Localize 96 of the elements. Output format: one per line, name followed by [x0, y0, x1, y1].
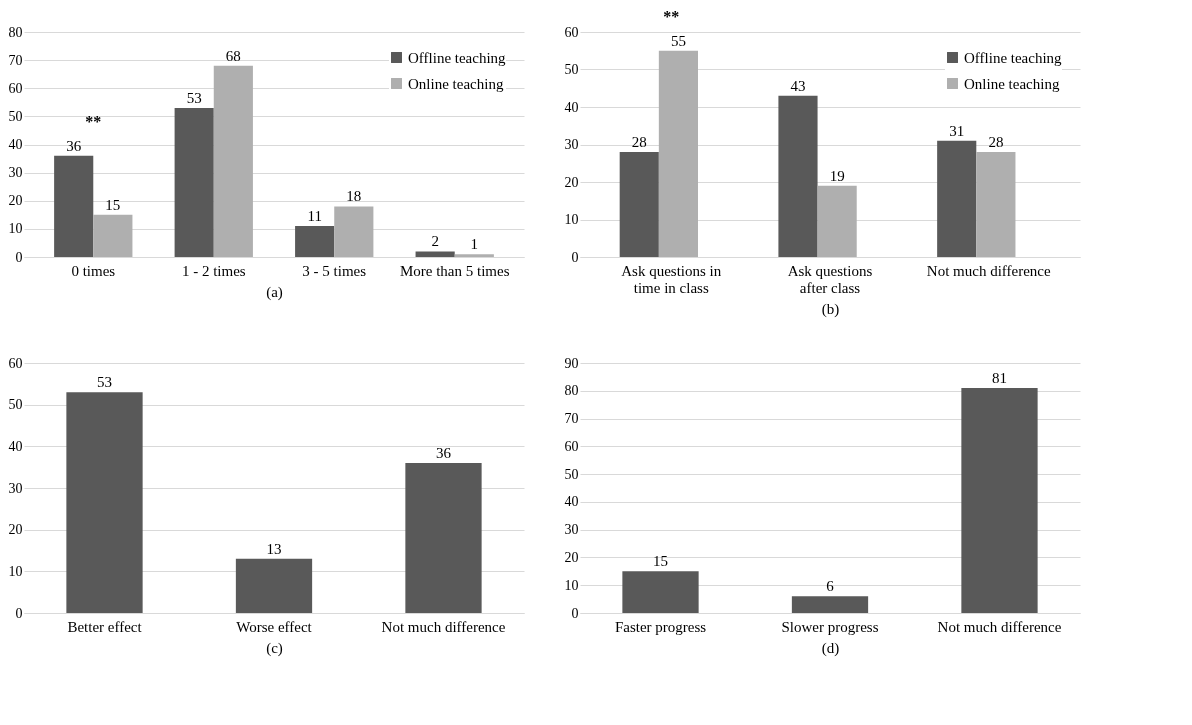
data-label: 15 — [105, 196, 121, 213]
y-tick-label: 10 — [8, 563, 23, 579]
y-tick-label: 20 — [8, 193, 23, 209]
data-label: 19 — [829, 167, 845, 184]
y-tick-label: 60 — [564, 438, 579, 454]
y-tick-label: 30 — [564, 522, 579, 538]
data-label: 36 — [66, 137, 82, 154]
x-tick-label: 0 times — [71, 262, 116, 279]
y-tick-label: 50 — [8, 108, 23, 124]
y-tick-label: 0 — [15, 605, 23, 621]
x-tick-label: More than 5 times — [399, 262, 510, 279]
annotation: ** — [85, 112, 102, 130]
y-tick-label: 80 — [564, 383, 579, 399]
data-label: 28 — [988, 134, 1004, 150]
data-label: 55 — [670, 32, 686, 49]
data-label: 43 — [790, 77, 806, 94]
x-axis-title: (b) — [821, 300, 840, 318]
bar — [454, 254, 494, 257]
y-tick-label: 0 — [15, 249, 23, 265]
data-label: 81 — [991, 370, 1007, 386]
data-label: 18 — [346, 188, 362, 205]
y-tick-label: 30 — [8, 165, 23, 181]
bar — [93, 214, 133, 257]
y-tick-label: 30 — [564, 137, 579, 152]
bar — [937, 140, 977, 257]
y-tick-label: 0 — [571, 605, 579, 621]
y-tick-label: 50 — [8, 397, 23, 413]
x-tick-label: Ask questions after class — [787, 262, 873, 296]
bar — [778, 95, 818, 257]
bar — [961, 388, 1038, 613]
data-label: 68 — [225, 47, 241, 64]
y-tick-label: 20 — [564, 174, 579, 190]
y-tick-label: 40 — [8, 438, 23, 454]
bar — [334, 206, 374, 257]
bar — [295, 226, 335, 257]
bar — [235, 558, 313, 613]
text: ** — [663, 7, 680, 25]
x-axis-title: (d) — [821, 639, 840, 657]
x-tick-label: Faster progress — [614, 618, 707, 635]
y-tick-label: 50 — [564, 62, 579, 77]
bar — [213, 65, 253, 257]
y-tick-label: 40 — [8, 137, 23, 152]
data-label: 11 — [307, 208, 322, 225]
y-tick-label: 10 — [8, 221, 23, 237]
data-label: 28 — [631, 134, 647, 150]
bar — [658, 50, 698, 257]
y-tick-label: 50 — [564, 466, 579, 482]
legend-label: Offline teaching — [408, 49, 507, 66]
bar — [66, 392, 143, 613]
x-tick-label: 1 - 2 times — [181, 262, 246, 279]
x-axis-title: (c) — [266, 639, 283, 657]
y-tick-label: 80 — [8, 24, 23, 40]
bar — [619, 152, 659, 257]
x-axis-title: (a) — [266, 283, 283, 301]
y-tick-label: 30 — [8, 480, 23, 496]
x-tick-label: Slower progress — [781, 618, 879, 635]
data-label: 53 — [97, 374, 113, 391]
y-tick-label: 40 — [564, 494, 579, 510]
data-label: 1 — [470, 236, 479, 253]
y-tick-label: 10 — [564, 212, 579, 227]
bar — [976, 152, 1016, 257]
y-tick-label: 20 — [564, 549, 579, 565]
bar — [54, 155, 94, 257]
y-tick-label: 20 — [8, 522, 23, 538]
bar — [415, 251, 455, 257]
bar — [405, 463, 482, 613]
y-tick-label: 40 — [564, 99, 579, 115]
y-tick-label: 90 — [564, 355, 579, 371]
data-label: 13 — [266, 540, 282, 557]
y-tick-label: 60 — [564, 24, 579, 40]
x-tick-label: Worse effect — [236, 618, 313, 635]
legend-label: Online teaching — [408, 75, 504, 92]
y-tick-label: 70 — [8, 52, 23, 68]
data-label: 15 — [653, 553, 669, 570]
bar — [791, 596, 869, 613]
data-label: 31 — [949, 122, 965, 139]
y-tick-label: 60 — [8, 80, 23, 96]
legend-label: Online teaching — [964, 75, 1060, 92]
x-tick-label: Not much difference — [937, 618, 1062, 635]
data-label: 36 — [435, 445, 452, 461]
x-tick-label: Better effect — [67, 618, 143, 635]
bar — [817, 185, 857, 257]
x-tick-label: 3 - 5 times — [302, 262, 367, 279]
y-tick-label: 10 — [564, 577, 579, 593]
bar — [174, 107, 214, 257]
x-tick-label: Ask questions in time in class — [621, 262, 722, 296]
data-label: 2 — [431, 233, 439, 250]
data-label: 6 — [826, 578, 835, 595]
y-tick-label: 70 — [564, 411, 579, 427]
bar — [622, 571, 699, 613]
y-tick-label: 60 — [8, 355, 23, 371]
y-tick-label: 0 — [571, 249, 579, 265]
x-tick-label: Not much difference — [926, 262, 1051, 279]
data-label: 53 — [186, 89, 202, 106]
legend-label: Offline teaching — [964, 49, 1063, 66]
x-tick-label: Not much difference — [381, 618, 506, 635]
